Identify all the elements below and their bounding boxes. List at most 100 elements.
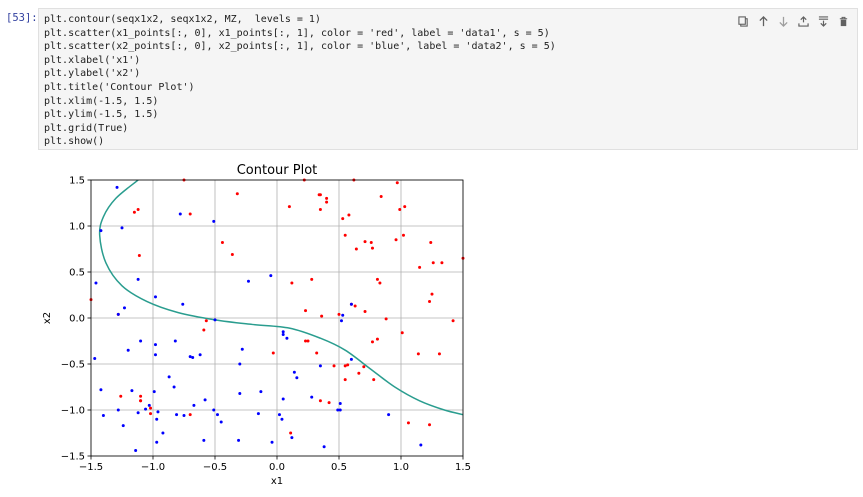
x-tick-label: 0.5 <box>331 462 347 473</box>
scatter-point-data2 <box>134 448 138 452</box>
scatter-point-data1 <box>375 337 379 341</box>
scatter-point-data1 <box>363 310 367 314</box>
scatter-point-data2 <box>310 395 314 399</box>
scatter-point-data1 <box>354 247 358 251</box>
scatter-point-data2 <box>136 411 140 415</box>
scatter-point-data1 <box>378 281 382 285</box>
insert-above-icon[interactable] <box>795 13 811 29</box>
scatter-point-data2 <box>126 348 130 352</box>
scatter-point-data1 <box>271 351 275 355</box>
scatter-point-data1 <box>306 339 310 343</box>
scatter-point-data2 <box>349 302 353 306</box>
scatter-point-data1 <box>320 314 324 318</box>
scatter-point-data2 <box>238 391 242 395</box>
scatter-point-data2 <box>280 417 284 421</box>
scatter-point-data2 <box>339 319 343 323</box>
y-tick-label: −1.5 <box>61 452 85 463</box>
scatter-point-data2 <box>336 408 340 412</box>
scatter-point-data2 <box>191 356 195 360</box>
x-tick-label: 0.0 <box>269 462 285 473</box>
scatter-point-data2 <box>285 336 289 340</box>
scatter-point-data2 <box>136 277 140 281</box>
scatter-point-data2 <box>212 408 216 412</box>
scatter-point-data2 <box>322 445 326 449</box>
scatter-point-data1 <box>406 421 410 425</box>
code-line: plt.ylabel('x2') <box>44 68 141 80</box>
scatter-point-data1 <box>370 340 374 344</box>
scatter-point-data1 <box>440 261 444 265</box>
scatter-point-data1 <box>230 253 234 257</box>
contour-scatter-chart: −1.5 −1.0 −0.5 0.0 0.5 1.0 1.5 −1.5 −1.0 −0.5 0.0 0… <box>42 163 471 487</box>
scatter-point-data2 <box>212 219 216 223</box>
scatter-point-data1 <box>430 292 434 296</box>
scatter-point-data2 <box>152 390 156 394</box>
y-tick-label: 1.5 <box>69 176 85 187</box>
scatter-point-data2 <box>219 420 223 424</box>
scatter-point-data1 <box>325 200 329 204</box>
move-up-icon[interactable] <box>755 13 771 29</box>
scatter-point-data2 <box>122 306 126 310</box>
scatter-point-data2 <box>144 407 148 411</box>
copy-icon[interactable] <box>735 13 751 29</box>
y-tick-label: 0.0 <box>69 314 85 325</box>
y-tick-label: 1.0 <box>69 222 85 233</box>
scatter-point-data2 <box>256 412 260 416</box>
code-line: plt.title('Contour Plot') <box>44 81 195 93</box>
scatter-point-data1 <box>149 406 153 410</box>
scatter-point-data1 <box>347 213 351 217</box>
scatter-point-data1 <box>132 210 136 214</box>
code-editor[interactable]: plt.contour(seqx1x2, seqx1x2, MZ, levels… <box>44 13 556 149</box>
scatter-point-data2 <box>419 443 423 447</box>
scatter-point-data2 <box>292 370 296 374</box>
scatter-point-data1 <box>149 412 153 416</box>
code-line: plt.scatter(x2_points[:, 0], x2_points[:… <box>44 41 556 53</box>
scatter-point-data1 <box>394 238 398 242</box>
scatter-point-data1 <box>400 331 404 335</box>
scatter-point-data2 <box>338 408 342 412</box>
scatter-point-data1 <box>235 192 239 196</box>
scatter-point-data1 <box>362 365 366 369</box>
scatter-point-data1 <box>304 309 308 313</box>
code-cell[interactable]: plt.contour(seqx1x2, seqx1x2, MZ, levels… <box>38 8 858 150</box>
scatter-point-data2 <box>270 440 274 444</box>
chart-title: Contour Plot <box>237 163 318 178</box>
scatter-point-data2 <box>181 302 185 306</box>
scatter-point-data2 <box>155 440 159 444</box>
scatter-point-data1 <box>375 277 379 281</box>
scatter-point-data2 <box>318 364 322 368</box>
scatter-point-data2 <box>269 274 273 278</box>
scatter-point-data2 <box>192 403 196 407</box>
scatter-point-data2 <box>215 413 219 417</box>
scatter-point-data1 <box>188 212 192 216</box>
scatter-point-data1 <box>369 241 373 245</box>
grid-lines <box>90 179 464 457</box>
scatter-point-data2 <box>120 226 124 230</box>
code-line: plt.ylim(-1.5, 1.5) <box>44 109 159 121</box>
axis-ticks: −1.5 −1.0 −0.5 0.0 0.5 1.0 1.5 −1.5 −1.0 −0.5 0.0 0… <box>61 176 471 474</box>
scatter-point-data1 <box>403 205 407 209</box>
contour-layer <box>98 180 463 416</box>
scatter-point-data2 <box>173 339 177 343</box>
scatter-point-data2 <box>153 295 157 299</box>
scatter-point-data2 <box>155 417 159 421</box>
scatter-point-data2 <box>237 438 241 442</box>
scatter-point-data2 <box>387 413 391 417</box>
cell-toolbar <box>735 13 851 29</box>
move-down-icon[interactable] <box>775 13 791 29</box>
y-axis-label: x2 <box>42 312 53 324</box>
scatter-point-data1 <box>343 364 347 368</box>
x-tick-label: 1.5 <box>455 462 471 473</box>
contour-line <box>98 180 463 416</box>
scatter-point-data2 <box>121 424 125 428</box>
code-line: plt.scatter(x1_points[:, 0], x1_points[:… <box>44 27 550 39</box>
scatter-point-data2 <box>341 313 345 317</box>
delete-icon[interactable] <box>835 13 851 29</box>
scatter-point-data1 <box>290 281 294 285</box>
insert-below-icon[interactable] <box>815 13 831 29</box>
scatter-point-data2 <box>116 312 120 316</box>
scatter-point-data1 <box>310 277 314 281</box>
scatter-point-data1 <box>431 261 435 265</box>
scatter-point-data2 <box>277 413 281 417</box>
cell-output: −1.5 −1.0 −0.5 0.0 0.5 1.0 1.5 −1.5 −1.0 −0.5 0.0 0… <box>0 152 863 493</box>
scatter-point-data2 <box>153 353 157 357</box>
